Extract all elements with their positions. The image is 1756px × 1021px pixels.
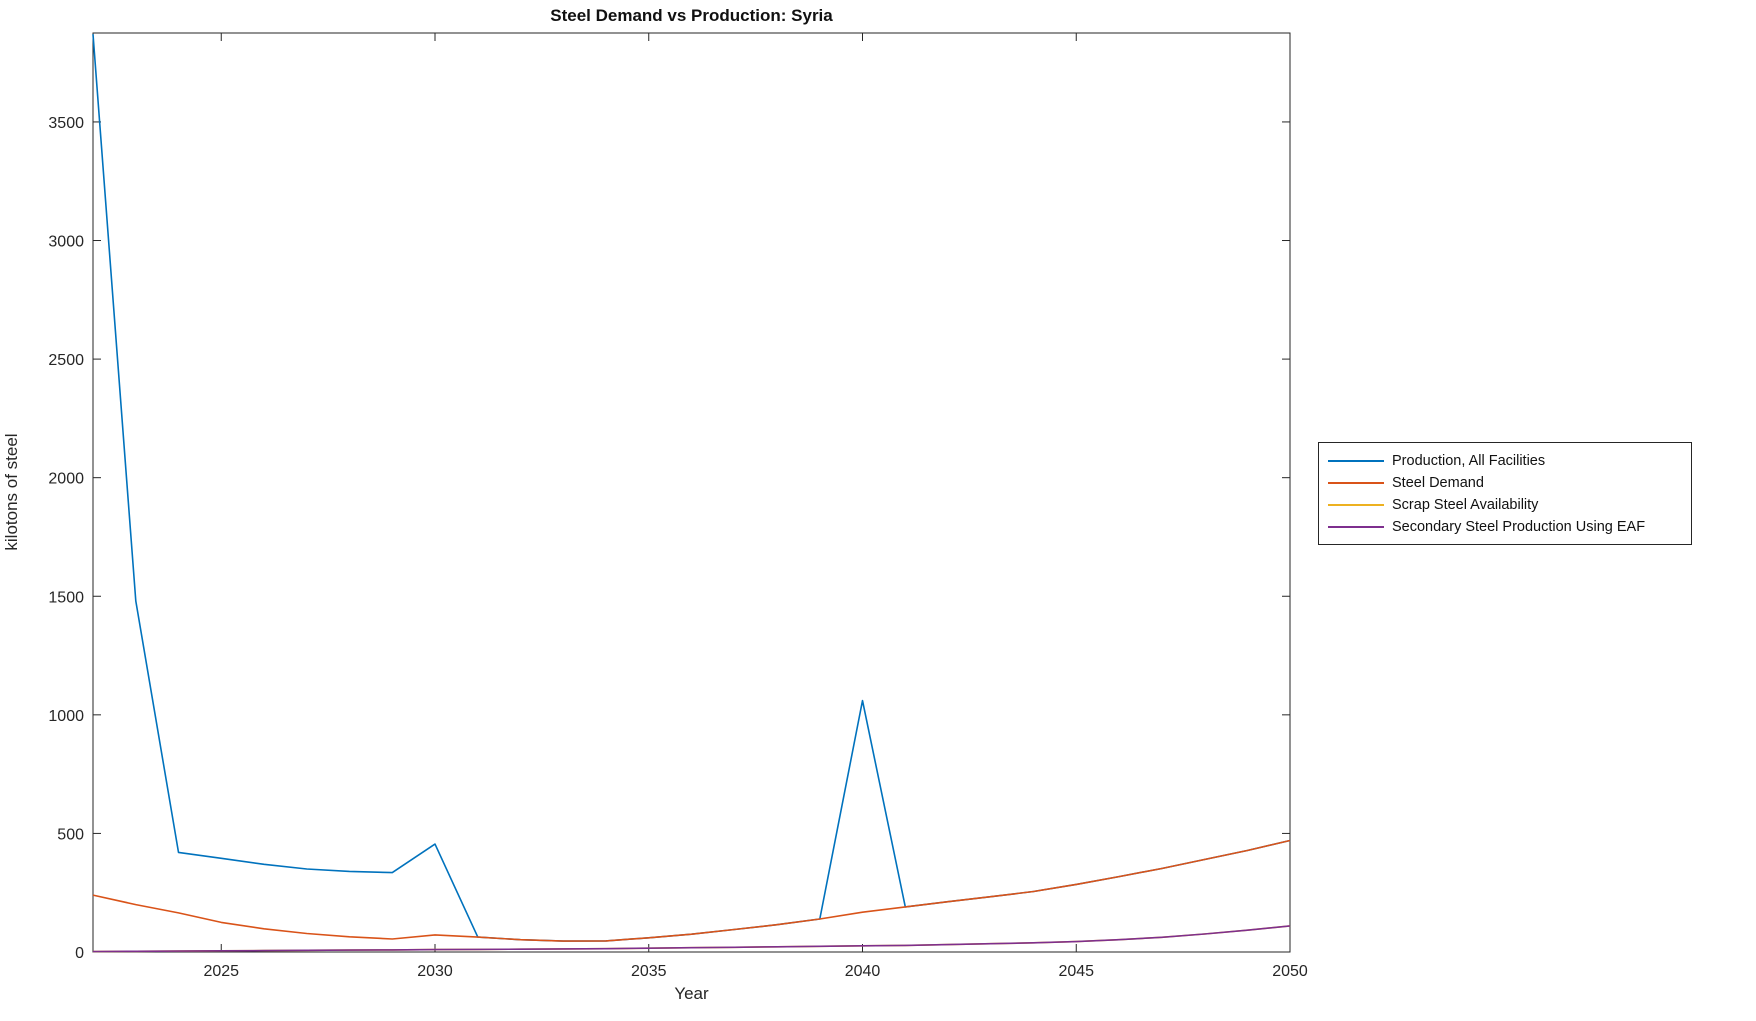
- x-tick-label: 2030: [417, 963, 453, 980]
- y-tick-label: 3000: [48, 234, 84, 251]
- chart-title: Steel Demand vs Production: Syria: [550, 6, 833, 25]
- x-tick-label: 2040: [845, 963, 881, 980]
- y-tick-label: 1000: [48, 708, 84, 725]
- x-tick-label: 2050: [1272, 963, 1308, 980]
- legend-line-swatch: [1328, 526, 1384, 528]
- y-tick-label: 2000: [48, 471, 84, 488]
- legend-row: Steel Demand: [1319, 472, 1691, 494]
- axes-box: [92, 32, 1291, 953]
- y-tick-label: 3500: [48, 115, 84, 132]
- x-tick-label: 2045: [1058, 963, 1094, 980]
- series-line-steel-demand: [92, 839, 1291, 942]
- legend-row: Secondary Steel Production Using EAF: [1319, 516, 1691, 538]
- y-tick-label: 500: [57, 826, 84, 843]
- x-tick-label: 2025: [203, 963, 239, 980]
- legend: Production, All Facilities Steel Demand Sc…: [1318, 442, 1692, 545]
- x-axis-label: Year: [674, 984, 709, 1003]
- x-tick-label: 2035: [631, 963, 667, 980]
- legend-row: Production, All Facilities: [1319, 450, 1691, 472]
- legend-line-swatch: [1328, 504, 1384, 506]
- y-tick-label: 2500: [48, 352, 84, 369]
- legend-line-swatch: [1328, 460, 1384, 462]
- legend-row: Scrap Steel Availability: [1319, 494, 1691, 516]
- legend-label: Production, All Facilities: [1392, 453, 1546, 469]
- legend-label: Scrap Steel Availability: [1392, 497, 1539, 513]
- y-tick-label: 1500: [48, 589, 84, 606]
- series-line-production-all-facilities: [92, 34, 1291, 942]
- y-tick-label: 0: [75, 945, 84, 962]
- legend-label: Steel Demand: [1392, 475, 1484, 491]
- legend-label: Secondary Steel Production Using EAF: [1392, 519, 1646, 535]
- series-line-secondary-steel-production-using-eaf: [92, 925, 1291, 953]
- legend-line-swatch: [1328, 482, 1384, 484]
